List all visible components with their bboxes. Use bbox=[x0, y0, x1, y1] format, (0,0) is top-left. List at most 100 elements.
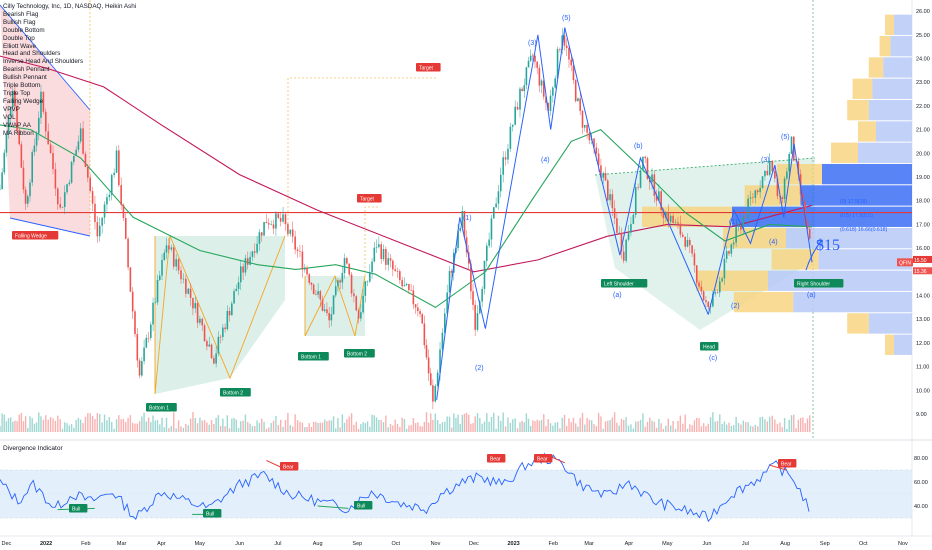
volume-bar bbox=[94, 419, 96, 432]
candle-body bbox=[705, 300, 707, 303]
wave-label: (1) bbox=[729, 219, 738, 226]
volume-bar bbox=[49, 417, 52, 432]
volume-bar bbox=[185, 423, 187, 432]
candle-body bbox=[574, 80, 577, 102]
x-tick-label: Aug bbox=[313, 541, 323, 547]
volume-bar bbox=[350, 413, 353, 432]
volume-bar bbox=[757, 426, 759, 432]
candle-body bbox=[194, 303, 197, 309]
candle-body bbox=[401, 280, 403, 287]
volume-profile-bar-up bbox=[771, 249, 819, 270]
candle-body bbox=[228, 310, 231, 316]
candle-body bbox=[761, 176, 764, 188]
volume-bar bbox=[31, 418, 33, 432]
x-tick-label: May bbox=[195, 541, 206, 547]
indicator-y-tick-label: 60.00 bbox=[914, 480, 928, 486]
candle-body bbox=[131, 291, 134, 312]
candle-body bbox=[14, 90, 16, 107]
volume-bar bbox=[771, 415, 773, 432]
candle-body bbox=[317, 291, 319, 295]
volume-bar bbox=[672, 420, 674, 432]
projection-arrow-head bbox=[816, 239, 823, 245]
candle-body bbox=[742, 217, 745, 230]
volume-bar bbox=[759, 417, 761, 432]
candle-body bbox=[527, 60, 530, 68]
candle-body bbox=[353, 293, 355, 297]
volume-bar bbox=[91, 415, 94, 432]
volume-bar bbox=[175, 428, 177, 432]
candle-body bbox=[124, 217, 127, 239]
volume-profile-bar-up bbox=[885, 14, 894, 35]
volume-bar bbox=[719, 414, 721, 432]
volume-bar bbox=[392, 425, 394, 432]
volume-profile-bar bbox=[822, 163, 912, 185]
volume-bar bbox=[602, 428, 604, 432]
candle-body bbox=[547, 102, 549, 111]
volume-bar bbox=[689, 424, 691, 432]
volume-bar bbox=[730, 425, 733, 432]
volume-bar bbox=[270, 423, 272, 432]
annotation-badge bbox=[220, 388, 251, 397]
volume-bar bbox=[591, 420, 593, 432]
elliott-wave-2 bbox=[707, 143, 813, 315]
volume-bar bbox=[373, 415, 376, 432]
legend-item: Triple Top bbox=[3, 89, 31, 97]
volume-bar bbox=[315, 421, 317, 432]
volume-profile-bar bbox=[894, 334, 912, 355]
candle-body bbox=[718, 281, 721, 293]
candle-body bbox=[771, 160, 774, 172]
volume-bar bbox=[254, 426, 256, 432]
indicator-y-tick-label: 80.00 bbox=[914, 456, 928, 462]
candle-body bbox=[9, 107, 12, 117]
volume-bar bbox=[450, 427, 453, 432]
volume-bar bbox=[294, 414, 296, 432]
candle-body bbox=[296, 249, 299, 252]
candle-body bbox=[450, 271, 453, 273]
symbol-title: Cilly Technology, Inc, 1D, NASDAQ, Heiki… bbox=[3, 3, 137, 10]
volume-bar bbox=[667, 418, 669, 432]
volume-bar bbox=[170, 426, 173, 432]
candle-body bbox=[776, 178, 779, 197]
volume-bar bbox=[306, 427, 308, 432]
falling-wedge-lower-line bbox=[9, 217, 91, 237]
volume-bar bbox=[749, 425, 752, 432]
candle-body bbox=[29, 182, 31, 197]
volume-bar bbox=[677, 420, 679, 432]
candle-body bbox=[12, 90, 14, 108]
volume-profile-bar bbox=[793, 291, 912, 313]
candle-body bbox=[495, 203, 497, 208]
legend-item: Elliott Wave bbox=[3, 42, 37, 50]
volume-bar bbox=[421, 426, 423, 432]
candle-body bbox=[334, 286, 337, 296]
x-tick-label: Jun bbox=[235, 541, 244, 547]
volume-bar bbox=[150, 422, 152, 432]
candle-body bbox=[136, 334, 139, 361]
candle-body bbox=[308, 274, 311, 283]
candle-body bbox=[795, 160, 797, 162]
candle-body bbox=[282, 214, 284, 222]
candle-body bbox=[768, 160, 771, 175]
candle-body bbox=[448, 271, 451, 293]
volume-bar bbox=[394, 419, 396, 432]
candle-body bbox=[362, 295, 364, 313]
candle-body bbox=[75, 149, 77, 156]
volume-bar bbox=[441, 422, 444, 432]
candle-body bbox=[113, 172, 115, 175]
candle-body bbox=[646, 158, 649, 179]
volume-bar bbox=[745, 421, 747, 432]
annotation-text: Bottom 1 bbox=[301, 355, 321, 361]
candle-body bbox=[565, 45, 568, 48]
volume-bar bbox=[455, 417, 457, 432]
volume-bar bbox=[577, 426, 579, 432]
volume-bar bbox=[609, 420, 611, 432]
volume-bar bbox=[12, 421, 14, 432]
volume-bar bbox=[45, 415, 47, 432]
volume-bar bbox=[217, 415, 220, 432]
candle-body bbox=[410, 290, 412, 291]
candle-body bbox=[163, 252, 166, 261]
candle-body bbox=[37, 117, 40, 134]
falling-wedge-upper-line bbox=[0, 4, 91, 111]
candle-body bbox=[600, 165, 602, 178]
volume-bar bbox=[795, 428, 797, 432]
